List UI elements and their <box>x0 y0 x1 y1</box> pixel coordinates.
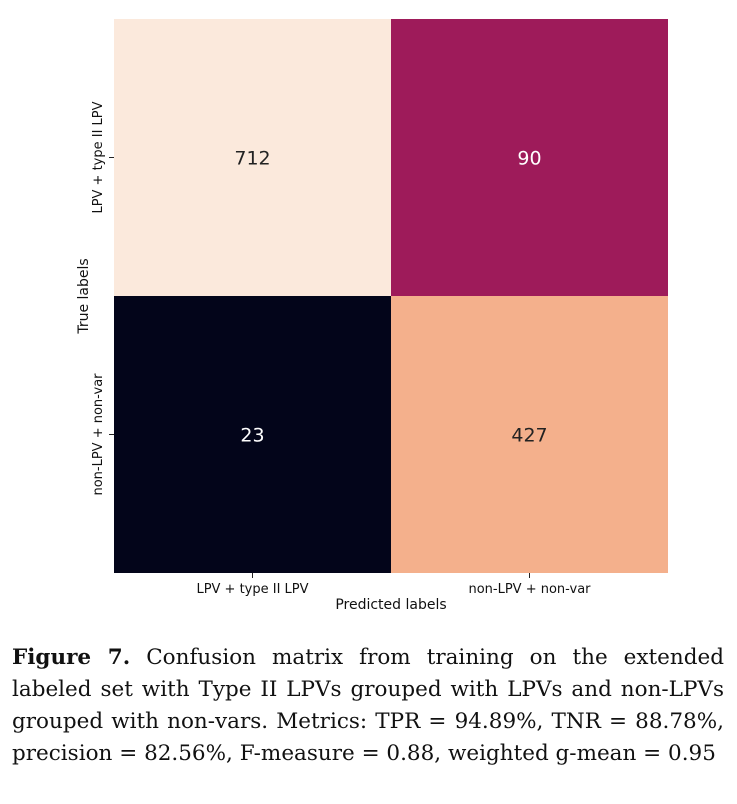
heatmap-cell-1-1 <box>391 296 668 573</box>
cell-value-0-0: 712 <box>234 148 270 170</box>
cell-value-0-1: 90 <box>517 148 541 170</box>
caption-label: Figure 7. <box>12 645 131 670</box>
cell-value-1-0: 23 <box>240 425 264 447</box>
figure-caption: Figure 7. Confusion matrix from training… <box>12 642 724 770</box>
x-axis-label: Predicted labels <box>335 597 446 613</box>
heatmap-cell-0-1 <box>391 19 668 296</box>
caption-text: Confusion matrix from training on the ex… <box>12 645 724 766</box>
heatmap-cells <box>114 19 668 573</box>
cell-value-1-1: 427 <box>511 425 547 447</box>
y-tick-label: non-LPV + non-var <box>91 373 106 496</box>
y-axis-label: True labels <box>76 258 92 334</box>
axis-ticks: LPV + type II LPV non-LPV + non-var LPV + … <box>91 101 591 597</box>
heatmap-cell-1-0 <box>114 296 391 573</box>
x-tick-label: non-LPV + non-var <box>468 582 591 597</box>
heatmap-cell-0-0 <box>114 19 391 296</box>
cell-annotations: 712 90 23 427 <box>234 148 547 447</box>
y-tick-label: LPV + type II LPV <box>91 101 106 213</box>
confusion-matrix-chart: 712 90 23 427 LPV + type II LPV non-LPV + no… <box>76 19 668 613</box>
x-tick-label: LPV + type II LPV <box>196 582 308 597</box>
